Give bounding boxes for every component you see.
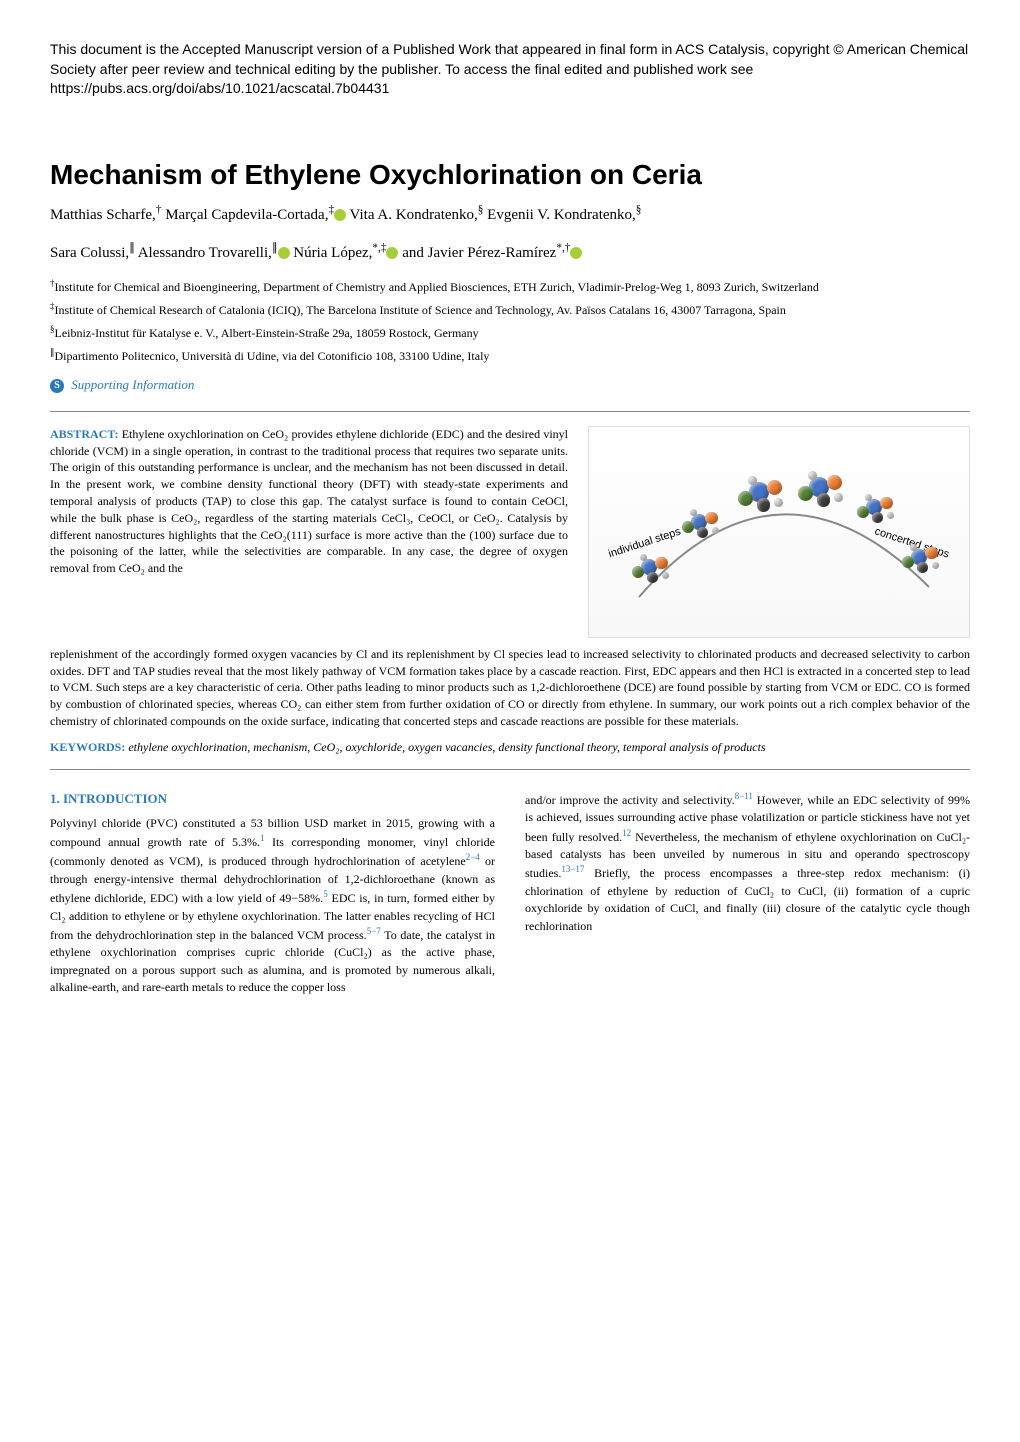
abstract-graphical-figure: individual steps concerted steps	[588, 426, 970, 638]
orcid-icon[interactable]	[278, 247, 290, 259]
affiliation-text: Institute of Chemical Research of Catalo…	[55, 303, 786, 317]
affiliation-line: §Leibniz-Institut für Katalyse e. V., Al…	[50, 323, 970, 342]
abstract-left-text: Ethylene oxychlorination on CeO₂ provide…	[50, 427, 568, 575]
affiliation-text: Institute for Chemical and Bioengineerin…	[55, 280, 819, 294]
abstract-continued-text: replenishment of the accordingly formed …	[50, 646, 970, 730]
citation-ref[interactable]: 2−4	[466, 852, 480, 862]
keywords-label: KEYWORDS:	[50, 740, 125, 754]
keywords-block: KEYWORDS: ethylene oxychlorination, mech…	[50, 740, 970, 770]
authors-line-2: Sara Colussi,∥ Alessandro Trovarelli,∥ N…	[50, 239, 970, 265]
author-name: Marçal Capdevila-Cortada,	[161, 207, 328, 223]
author-affil-marker: §	[636, 204, 642, 216]
orcid-icon[interactable]	[386, 247, 398, 259]
affiliation-line: ‡Institute of Chemical Research of Catal…	[50, 300, 970, 319]
abstract-left-column: ABSTRACT: Ethylene oxychlorination on Ce…	[50, 426, 568, 638]
abstract-label: ABSTRACT:	[50, 427, 118, 441]
body-column-right: and/or improve the activity and selectiv…	[525, 790, 970, 997]
preamble-notice: This document is the Accepted Manuscript…	[50, 40, 970, 99]
author-name: Matthias Scharfe,	[50, 207, 156, 223]
supporting-info-label: Supporting Information	[71, 377, 194, 392]
author-affil-marker: *,†	[556, 242, 570, 254]
authors-line-1: Matthias Scharfe,† Marçal Capdevila-Cort…	[50, 201, 970, 227]
citation-ref[interactable]: 5−7	[367, 926, 381, 936]
citation-ref[interactable]: 13−17	[561, 864, 584, 874]
section-1-heading: 1. INTRODUCTION	[50, 790, 495, 809]
affiliation-text: Dipartimento Politecnico, Università di …	[55, 349, 490, 363]
affiliation-line: †Institute for Chemical and Bioengineeri…	[50, 277, 970, 296]
author-name: Vita A. Kondratenko,	[346, 207, 478, 223]
supporting-badge-icon: S	[50, 379, 64, 393]
col2-text-1: and/or improve the activity and selectiv…	[525, 793, 735, 807]
author-affil-marker: *,‡	[372, 242, 386, 254]
citation-ref[interactable]: 8−11	[735, 791, 753, 801]
author-name: Alessandro Trovarelli,	[135, 245, 272, 261]
author-name: Sara Colussi,	[50, 245, 129, 261]
figure-arc-svg	[589, 427, 969, 637]
author-affil-marker: ∥	[272, 242, 278, 254]
orcid-icon[interactable]	[570, 247, 582, 259]
affiliation-line: ∥Dipartimento Politecnico, Università di…	[50, 346, 970, 365]
affiliation-text: Leibniz-Institut für Katalyse e. V., Alb…	[55, 326, 479, 340]
col2-text-4: Briefly, the process encompasses a three…	[525, 866, 970, 932]
supporting-info-link[interactable]: S Supporting Information	[50, 377, 970, 393]
keywords-text: ethylene oxychlorination, mechanism, CeO…	[128, 740, 765, 754]
body-column-left: 1. INTRODUCTION Polyvinyl chloride (PVC)…	[50, 790, 495, 997]
citation-ref[interactable]: 12	[622, 828, 631, 838]
author-name: and Javier Pérez-Ramírez	[398, 245, 556, 261]
author-name: Evgenii V. Kondratenko,	[483, 207, 635, 223]
orcid-icon[interactable]	[334, 209, 346, 221]
article-title: Mechanism of Ethylene Oxychlorination on…	[50, 159, 970, 191]
author-name: Núria López,	[290, 245, 373, 261]
